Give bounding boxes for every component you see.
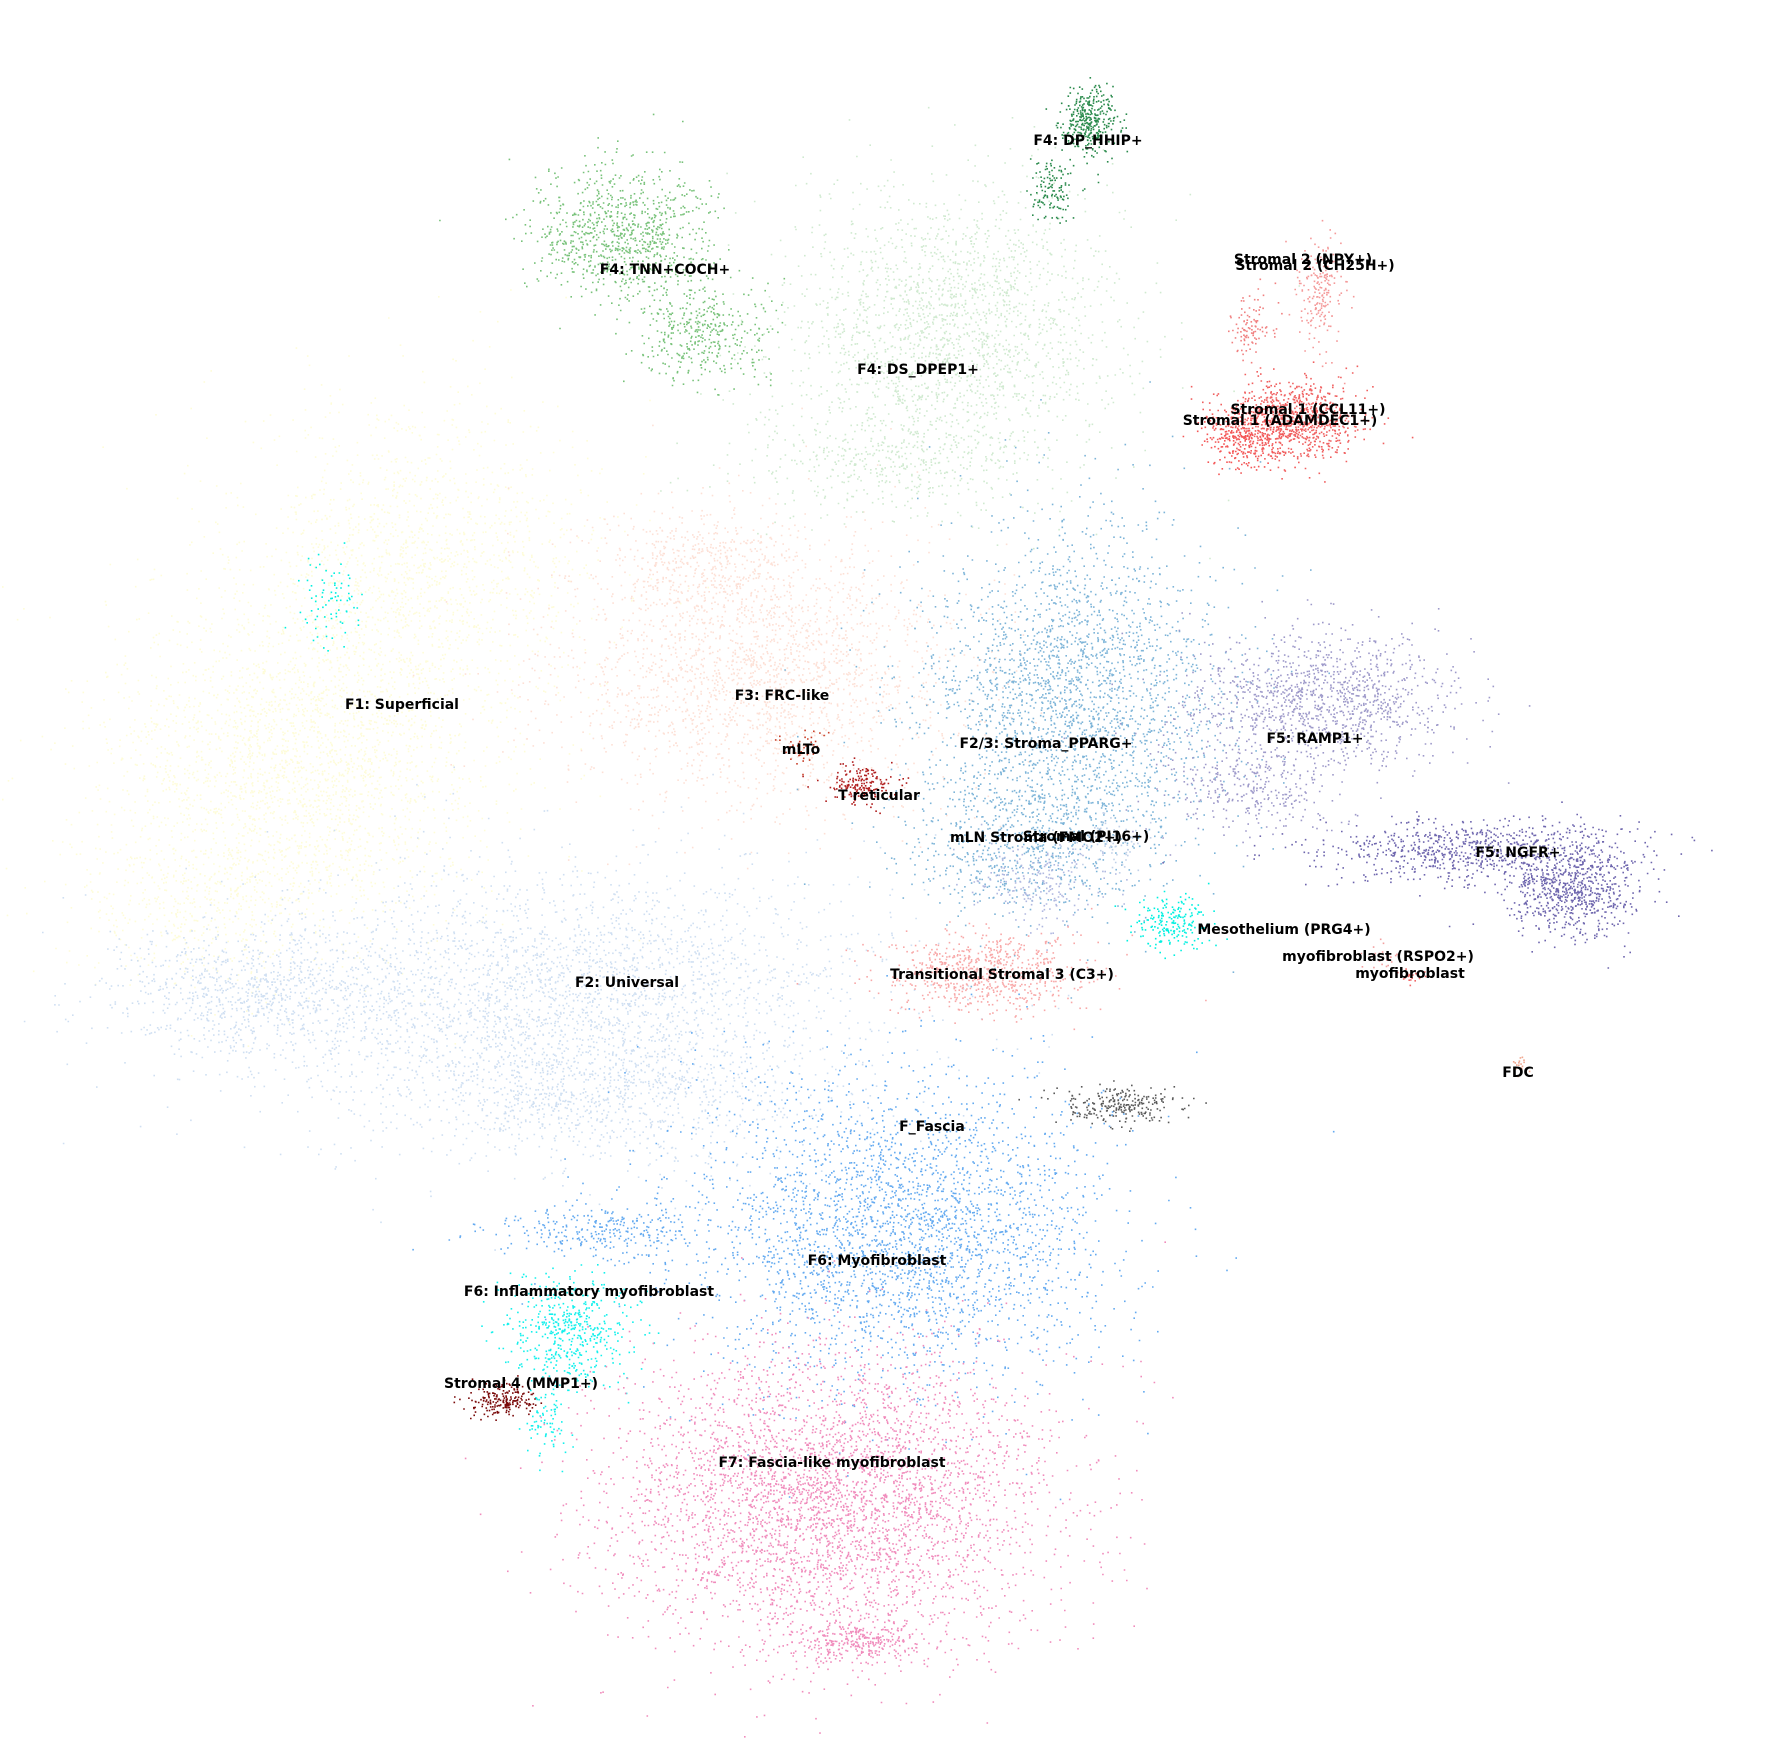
cluster-label: F7: Fascia-like myofibroblast xyxy=(718,1455,945,1471)
scatter-points-layer xyxy=(1,77,1713,1738)
cluster-label: Stromal 2 (CH25H+) xyxy=(1235,258,1394,274)
cluster-points-stromal-4-mmp1 xyxy=(453,1375,543,1421)
cluster-label: Stromal 4 (MMP1+) xyxy=(444,1376,598,1392)
cluster-point-cloud xyxy=(453,1375,543,1421)
cluster-points-myofibroblast xyxy=(1396,968,1427,987)
cluster-point-cloud xyxy=(1285,219,1355,385)
cluster-label: F_Fascia xyxy=(899,1119,965,1135)
cluster-point-cloud xyxy=(802,757,910,815)
cluster-label: FDC xyxy=(1502,1065,1533,1081)
cluster-points-f7-fascia-like-myofibroblast xyxy=(464,1241,1174,1738)
cluster-label: Stromal 2 (NPY+) xyxy=(1234,252,1372,268)
cluster-points-f4-dp-hhip xyxy=(1026,77,1129,224)
cluster-points-f-fascia xyxy=(1018,1080,1207,1132)
cluster-point-cloud xyxy=(1,289,710,1047)
cluster-point-cloud xyxy=(1190,361,1414,483)
cluster-label: F4: TNN+COCH+ xyxy=(600,262,730,278)
cluster-label: F4: DS_DPEP1+ xyxy=(857,362,979,378)
cluster-points-mlto xyxy=(774,729,830,776)
cluster-label: mLN Stroma (FMO2+) xyxy=(950,830,1122,846)
cluster-point-cloud xyxy=(464,1241,1174,1738)
cluster-points-stromal-1-adamdec1 xyxy=(1182,409,1296,476)
cluster-points-t-reticular xyxy=(802,757,910,815)
cluster-label: myofibroblast (RSPO2+) xyxy=(1282,949,1474,965)
cluster-point-cloud xyxy=(412,407,1060,870)
cluster-points-f2-universal xyxy=(23,766,1070,1251)
cluster-point-cloud xyxy=(774,729,830,776)
cluster-point-cloud xyxy=(1018,1080,1207,1132)
cluster-points-stromal-2-npy xyxy=(1285,219,1355,385)
cluster-label: F6: Inflammatory myofibroblast xyxy=(464,1284,714,1300)
cluster-label: F1: Superficial xyxy=(345,697,459,713)
cluster-points-transitional-stromal-3-c3 xyxy=(796,907,1207,1031)
cluster-points-stromal-1-ccl11 xyxy=(1190,361,1414,483)
cluster-point-cloud xyxy=(1228,278,1283,364)
cluster-point-cloud xyxy=(660,106,1301,560)
cluster-label: F4: DP_HHIP+ xyxy=(1033,133,1142,149)
cluster-label: Stromal 1 (CCL11+) xyxy=(1230,402,1385,418)
cluster-points-myofibroblast-rspo2 xyxy=(1360,938,1398,969)
cluster-points-f4-tnn-coch xyxy=(439,113,786,396)
cluster-point-cloud xyxy=(1182,409,1296,476)
cluster-point-cloud xyxy=(1026,77,1129,224)
cluster-label: T reticular xyxy=(838,788,920,804)
cluster-label: mLTo xyxy=(782,742,821,758)
cluster-label: Transitional Stromal 3 (C3+) xyxy=(890,967,1114,983)
cluster-points-stromal-pi16 xyxy=(1044,809,1177,874)
cluster-point-cloud xyxy=(796,907,1207,1031)
cluster-point-cloud xyxy=(1044,809,1177,874)
cluster-label: Stromal (PI16+) xyxy=(1023,829,1150,845)
cluster-label: F3: FRC-like xyxy=(735,688,830,704)
cluster-label: Stromal 1 (ADAMDEC1+) xyxy=(1183,413,1378,429)
cluster-point-cloud xyxy=(1360,938,1398,969)
cluster-label: Mesothelium (PRG4+) xyxy=(1197,922,1370,938)
cluster-points-f1-superficial xyxy=(1,289,710,1047)
cluster-point-cloud xyxy=(23,766,1070,1251)
cluster-point-cloud xyxy=(439,113,786,396)
cluster-label: F5: NGFR+ xyxy=(1475,845,1560,861)
cluster-label: myofibroblast xyxy=(1355,966,1465,982)
cluster-points-f3-frc-like xyxy=(412,407,1060,870)
cluster-points-f4-ds-dpep1 xyxy=(660,106,1301,560)
cluster-points-stromal-2-ch25h xyxy=(1228,278,1283,364)
cluster-labels-layer: F1: Superficial F2: Universal F3: FRC-like… xyxy=(345,133,1561,1471)
cluster-label: F2: Universal xyxy=(575,975,679,991)
cluster-label: F5: RAMP1+ xyxy=(1266,731,1363,747)
cluster-points-f5-ngfr xyxy=(1162,801,1713,969)
cluster-point-cloud xyxy=(1162,801,1713,969)
cluster-point-cloud xyxy=(1396,968,1427,987)
cluster-label: F2/3: Stroma_PPARG+ xyxy=(959,736,1132,752)
cluster-label: F6: Myofibroblast xyxy=(808,1253,947,1269)
